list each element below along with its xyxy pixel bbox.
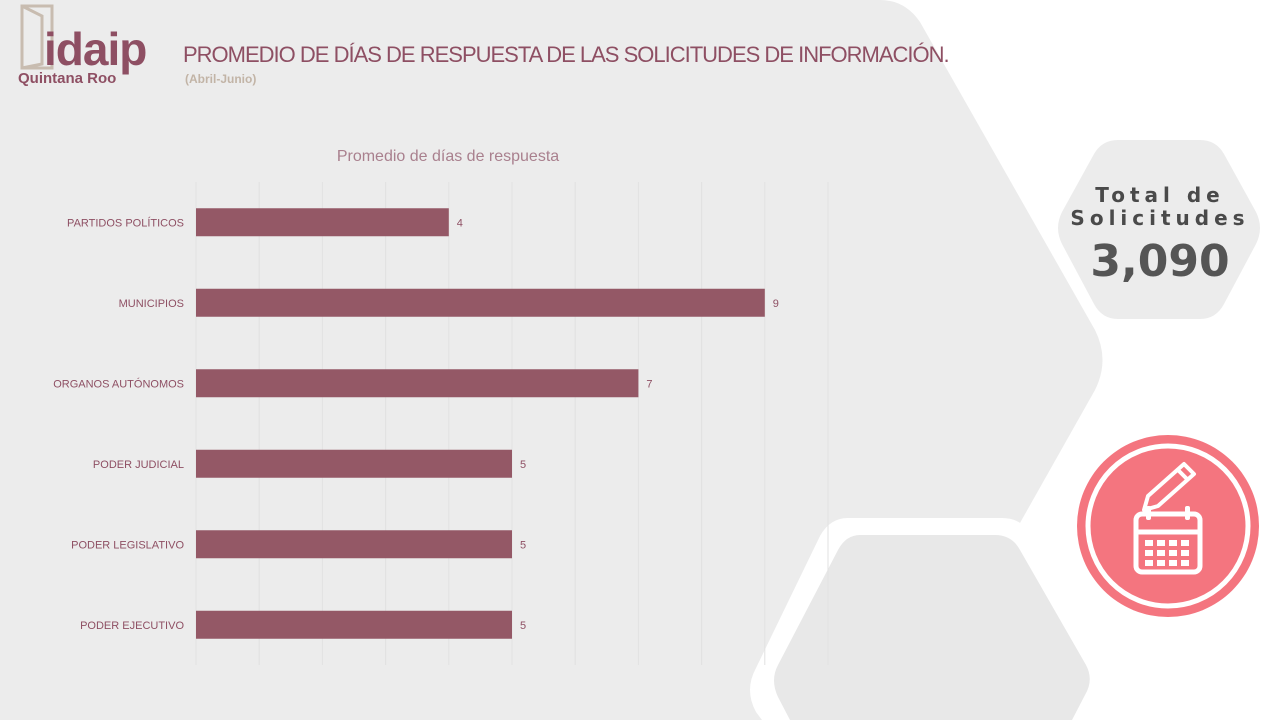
category-label: PODER JUDICIAL bbox=[93, 459, 184, 471]
bar bbox=[196, 530, 512, 559]
category-label: PODER LEGISLATIVO bbox=[71, 539, 184, 551]
total-value: 3,090 bbox=[1090, 236, 1230, 287]
calendar-edit-icon bbox=[1077, 435, 1259, 617]
category-label: MUNICIPIOS bbox=[119, 298, 184, 310]
data-label: 9 bbox=[773, 298, 779, 310]
category-label: PODER EJECUTIVO bbox=[80, 620, 184, 632]
data-label: 5 bbox=[520, 459, 526, 471]
chart-title: Promedio de días de respuesta bbox=[337, 148, 559, 165]
category-label: ORGANOS AUTÓNOMOS bbox=[53, 377, 184, 390]
bar-chart: Promedio de días de respuesta PARTIDOS PO… bbox=[53, 148, 829, 665]
data-label: 7 bbox=[646, 378, 652, 390]
category-label: PARTIDOS POLÍTICOS bbox=[67, 216, 184, 229]
logo: idaip Quintana Roo bbox=[14, 4, 154, 92]
bar bbox=[196, 369, 639, 398]
bar bbox=[196, 610, 512, 639]
total-label: Total de Solicitudes bbox=[1070, 183, 1250, 230]
data-label: 5 bbox=[520, 539, 526, 551]
bar bbox=[196, 208, 449, 237]
page-title: PROMEDIO DE DÍAS DE RESPUESTA DE LAS SOL… bbox=[183, 42, 950, 67]
bar bbox=[196, 288, 765, 317]
door-icon bbox=[20, 4, 54, 70]
logo-text: idaip bbox=[44, 23, 147, 75]
data-label: 5 bbox=[520, 620, 526, 632]
logo-subtext: Quintana Roo bbox=[18, 70, 117, 87]
data-label: 4 bbox=[457, 217, 463, 229]
bar bbox=[196, 449, 512, 478]
page-subtitle: (Abril-Junio) bbox=[185, 72, 257, 86]
summary-hexagon bbox=[1058, 140, 1260, 319]
